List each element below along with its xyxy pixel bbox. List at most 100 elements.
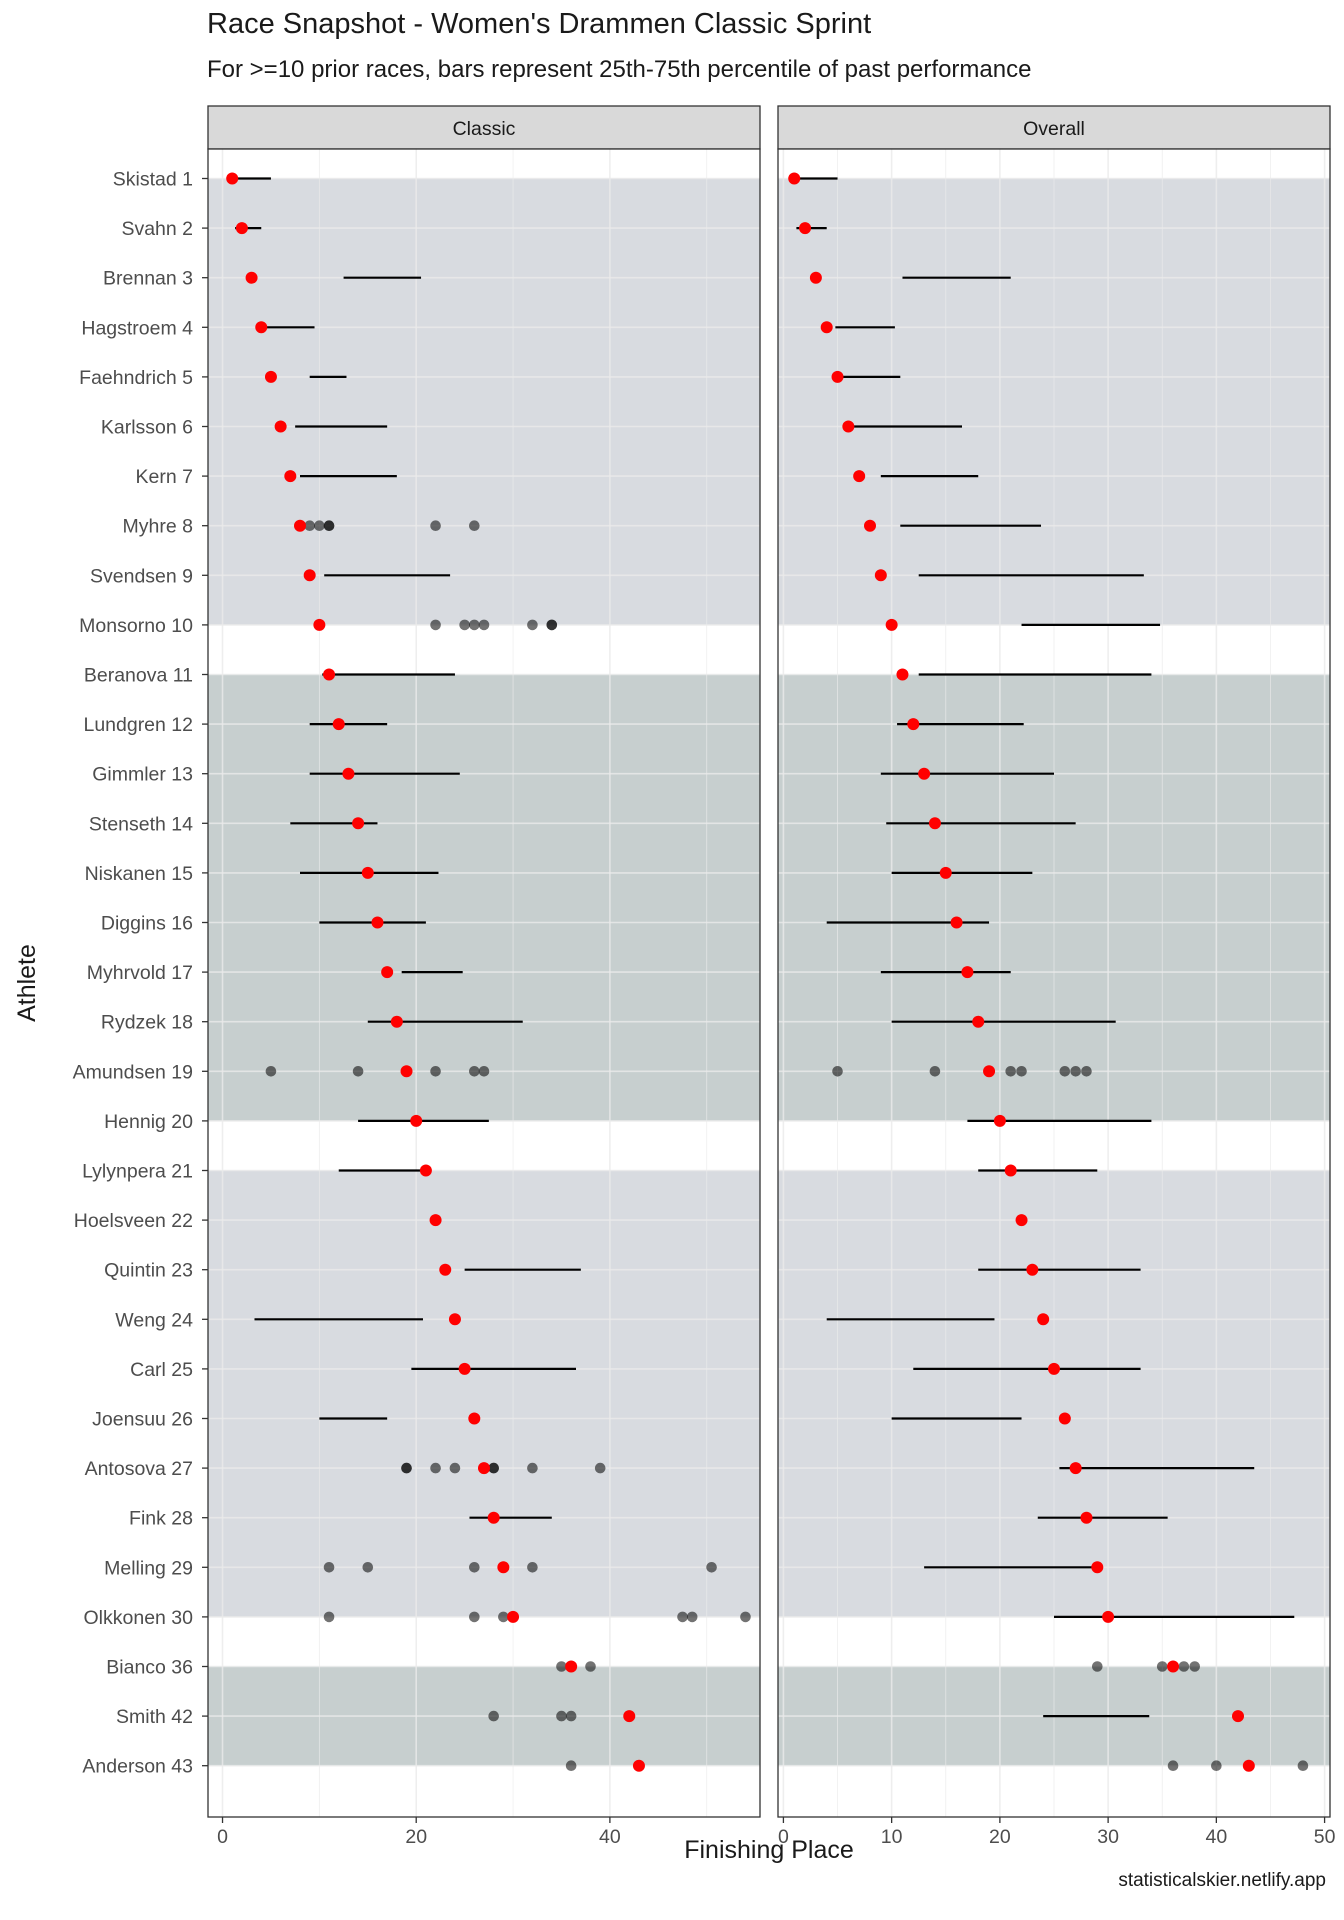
current-place-point — [1167, 1660, 1180, 1673]
current-place-point — [497, 1561, 510, 1574]
current-place-point — [323, 668, 336, 681]
current-place-point — [313, 618, 326, 631]
x-tick-label: 40 — [599, 1826, 621, 1848]
past-result-point — [488, 1462, 499, 1474]
past-result-point — [1091, 1661, 1103, 1672]
past-result-point — [686, 1611, 698, 1623]
past-result-point — [362, 1562, 374, 1573]
current-place-point — [361, 866, 374, 879]
y-tick-label: Myhrvold 17 — [87, 962, 193, 984]
shaded-band — [208, 178, 760, 625]
x-tick-label: 0 — [217, 1826, 228, 1848]
y-tick-label: Lundgren 12 — [83, 714, 193, 736]
current-place-point — [1058, 1412, 1071, 1425]
past-result-point — [323, 520, 335, 531]
past-result-point — [304, 520, 315, 531]
past-result-point — [469, 1562, 480, 1573]
current-place-point — [896, 668, 909, 681]
past-result-point — [1070, 1066, 1081, 1077]
past-result-point — [478, 1066, 490, 1077]
current-place-point — [1004, 1164, 1017, 1177]
y-tick-label: Quintin 23 — [104, 1260, 193, 1282]
current-place-point — [874, 569, 887, 582]
past-result-point — [832, 1066, 843, 1077]
y-tick-label: Myhre 8 — [123, 516, 193, 538]
x-tick-label: 40 — [1206, 1826, 1228, 1848]
past-result-point — [585, 1661, 596, 1672]
current-place-point — [632, 1759, 645, 1772]
current-place-point — [1048, 1362, 1060, 1375]
past-result-point — [488, 1710, 499, 1722]
y-tick-label: Hoelsveen 22 — [74, 1210, 193, 1232]
current-place-point — [623, 1710, 636, 1723]
current-place-point — [458, 1362, 471, 1375]
past-result-point — [401, 1462, 412, 1474]
current-place-point — [853, 470, 866, 483]
panel-classic: Classic 0 20 40 — [207, 105, 761, 1848]
past-result-point — [565, 1710, 577, 1722]
current-place-point — [507, 1610, 520, 1623]
current-place-point — [1037, 1313, 1050, 1326]
panel-overall: Overall 0 10 20 30 40 50 — [777, 105, 1336, 1848]
past-result-point — [556, 1710, 567, 1722]
past-result-point — [527, 619, 538, 631]
current-place-point — [950, 916, 963, 929]
x-tick-label: 30 — [1097, 1826, 1119, 1848]
y-tick-label: Diggins 16 — [101, 913, 193, 935]
current-place-point — [1091, 1561, 1104, 1574]
x-tick-label: 20 — [405, 1826, 427, 1848]
past-result-point — [352, 1066, 364, 1077]
current-place-point — [448, 1313, 461, 1326]
current-place-point — [809, 271, 822, 284]
y-tick-label: Carl 25 — [130, 1359, 193, 1381]
x-axis-title: Finishing Place — [684, 1836, 854, 1864]
current-place-point — [788, 172, 801, 185]
y-tick-label: Antosova 27 — [85, 1458, 193, 1480]
past-result-point — [478, 619, 490, 631]
current-place-point — [907, 718, 920, 731]
y-tick-label: Lylynpera 21 — [82, 1161, 193, 1183]
past-result-point — [469, 1066, 480, 1077]
past-result-point — [469, 520, 480, 531]
past-result-point — [430, 520, 441, 531]
past-result-point — [430, 619, 441, 631]
current-place-point — [885, 618, 898, 631]
past-result-point — [527, 1462, 538, 1474]
y-tick-label: Skistad 1 — [113, 169, 193, 191]
current-place-point — [235, 222, 248, 235]
past-result-point — [459, 619, 470, 631]
x-tick-label: 10 — [881, 1826, 903, 1848]
current-place-point — [468, 1412, 481, 1425]
y-tick-label: Niskanen 15 — [85, 863, 194, 885]
current-place-point — [294, 519, 306, 532]
current-place-point — [1069, 1462, 1082, 1475]
past-result-point — [498, 1611, 509, 1623]
past-result-point — [1178, 1661, 1190, 1672]
past-result-point — [677, 1611, 688, 1623]
current-place-point — [565, 1660, 578, 1673]
current-place-point — [972, 1015, 985, 1028]
past-result-point — [265, 1066, 277, 1077]
past-result-point — [314, 520, 325, 531]
y-tick-label: Kern 7 — [136, 466, 193, 488]
y-tick-label: Weng 24 — [115, 1309, 193, 1331]
past-result-point — [1156, 1661, 1168, 1672]
y-tick-label: Bianco 36 — [106, 1657, 193, 1679]
current-place-point — [410, 1114, 423, 1127]
y-tick-label: Stenseth 14 — [89, 813, 193, 835]
y-tick-label: Hennig 20 — [104, 1111, 193, 1133]
current-place-point — [245, 271, 258, 284]
current-place-point — [303, 569, 316, 582]
y-tick-label: Gimmler 13 — [92, 764, 193, 786]
current-place-point — [332, 718, 345, 731]
current-place-point — [820, 321, 833, 334]
current-place-point — [918, 767, 931, 780]
y-tick-label: Amundsen 19 — [73, 1061, 193, 1083]
facet-strip — [777, 105, 1331, 150]
current-place-point — [226, 172, 239, 185]
current-place-point — [1080, 1511, 1093, 1524]
past-result-point — [740, 1611, 751, 1623]
current-place-point — [1102, 1610, 1115, 1623]
past-result-point — [546, 619, 558, 631]
